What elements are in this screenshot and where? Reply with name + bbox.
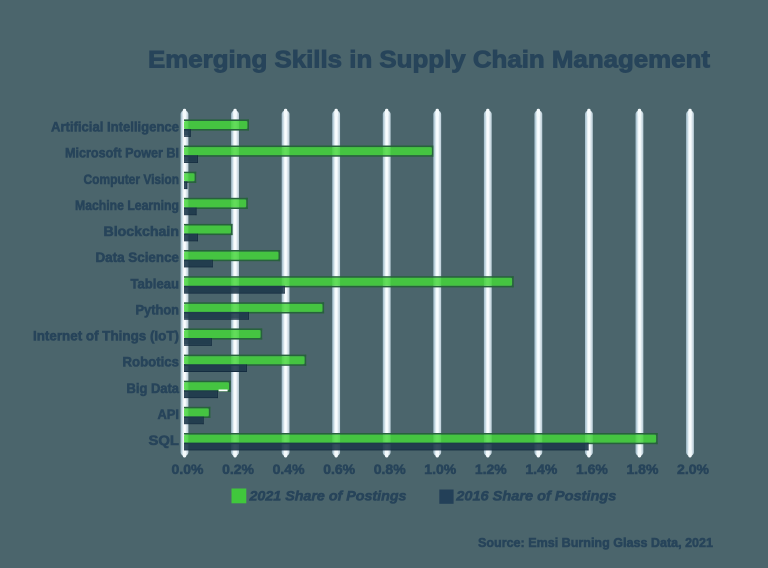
svg-text:2021 Share of Postings: 2021 Share of Postings (248, 487, 406, 503)
svg-text:Blockchain: Blockchain (104, 224, 180, 239)
svg-text:0.4%: 0.4% (273, 461, 305, 477)
svg-text:API: API (158, 407, 180, 422)
svg-text:1.2%: 1.2% (475, 461, 507, 477)
svg-text:Computer Vision: Computer Vision (84, 172, 180, 187)
svg-text:0.6%: 0.6% (323, 461, 355, 477)
svg-text:1.4%: 1.4% (525, 461, 557, 477)
svg-text:SQL: SQL (149, 433, 180, 448)
svg-text:Data Science: Data Science (96, 250, 180, 265)
svg-text:Source: Emsi Burning Glass Dat: Source: Emsi Burning Glass Data, 2021 (478, 535, 713, 550)
svg-text:Python: Python (136, 302, 180, 317)
svg-text:0.8%: 0.8% (374, 461, 406, 477)
svg-text:Big Data: Big Data (127, 381, 180, 396)
svg-text:2016 Share of Postings: 2016 Share of Postings (455, 487, 616, 503)
svg-text:Emerging Skills in Supply Chai: Emerging Skills in Supply Chain Manageme… (148, 47, 710, 74)
svg-text:1.6%: 1.6% (576, 461, 608, 477)
svg-text:0.2%: 0.2% (222, 461, 254, 477)
svg-text:Artificial Intelligence: Artificial Intelligence (51, 120, 179, 135)
svg-text:Machine Learning: Machine Learning (75, 198, 179, 213)
svg-text:0.0%: 0.0% (172, 461, 204, 477)
svg-text:Microsoft Power BI: Microsoft Power BI (65, 146, 179, 161)
svg-text:1.0%: 1.0% (424, 461, 456, 477)
svg-text:2.0%: 2.0% (677, 461, 709, 477)
svg-text:1.8%: 1.8% (626, 461, 658, 477)
svg-text:Robotics: Robotics (123, 355, 180, 370)
svg-text:Internet of Things (IoT): Internet of Things (IoT) (33, 329, 179, 344)
svg-text:Tableau: Tableau (131, 276, 180, 291)
